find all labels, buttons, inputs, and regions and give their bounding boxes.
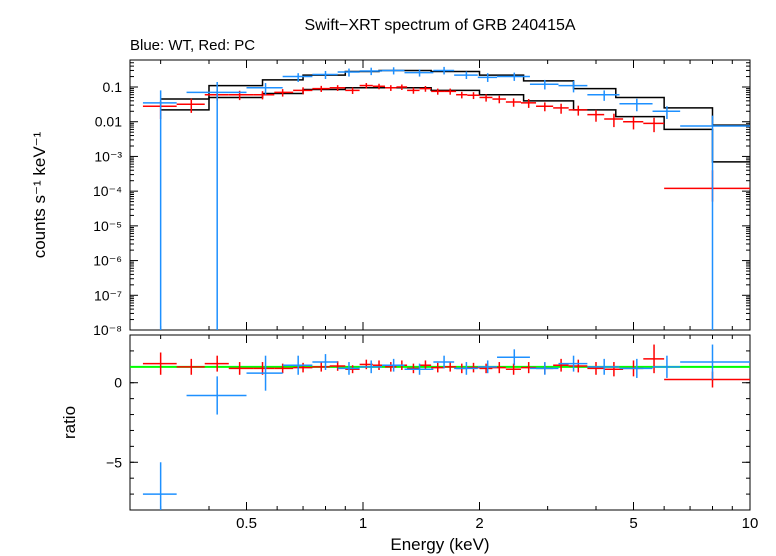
- svg-text:10: 10: [742, 515, 759, 532]
- svg-text:10⁻⁶: 10⁻⁶: [93, 253, 122, 269]
- chart-title: Swift−XRT spectrum of GRB 240415A: [304, 17, 575, 34]
- x-axis-label: Energy (keV): [390, 535, 489, 554]
- svg-text:1: 1: [359, 515, 367, 532]
- svg-text:10⁻³: 10⁻³: [94, 148, 122, 164]
- svg-text:0.5: 0.5: [236, 515, 257, 532]
- y-axis-label-top: counts s⁻¹ keV⁻¹: [30, 131, 49, 258]
- svg-text:10⁻⁷: 10⁻⁷: [94, 287, 122, 303]
- svg-text:−5: −5: [106, 454, 122, 470]
- svg-text:0.1: 0.1: [103, 79, 123, 95]
- chart-subtitle: Blue: WT, Red: PC: [130, 37, 255, 54]
- svg-text:5: 5: [629, 515, 637, 532]
- svg-text:10⁻⁸: 10⁻⁸: [93, 322, 122, 338]
- chart-container: Swift−XRT spectrum of GRB 240415A Blue: W…: [0, 0, 776, 556]
- svg-text:10⁻⁵: 10⁻⁵: [93, 218, 122, 234]
- chart-svg: Swift−XRT spectrum of GRB 240415A Blue: W…: [0, 0, 776, 556]
- svg-text:0: 0: [114, 375, 122, 391]
- svg-text:2: 2: [475, 515, 483, 532]
- svg-text:0.01: 0.01: [95, 114, 122, 130]
- y-axis-label-bottom: ratio: [60, 406, 79, 439]
- svg-text:10⁻⁴: 10⁻⁴: [93, 183, 122, 199]
